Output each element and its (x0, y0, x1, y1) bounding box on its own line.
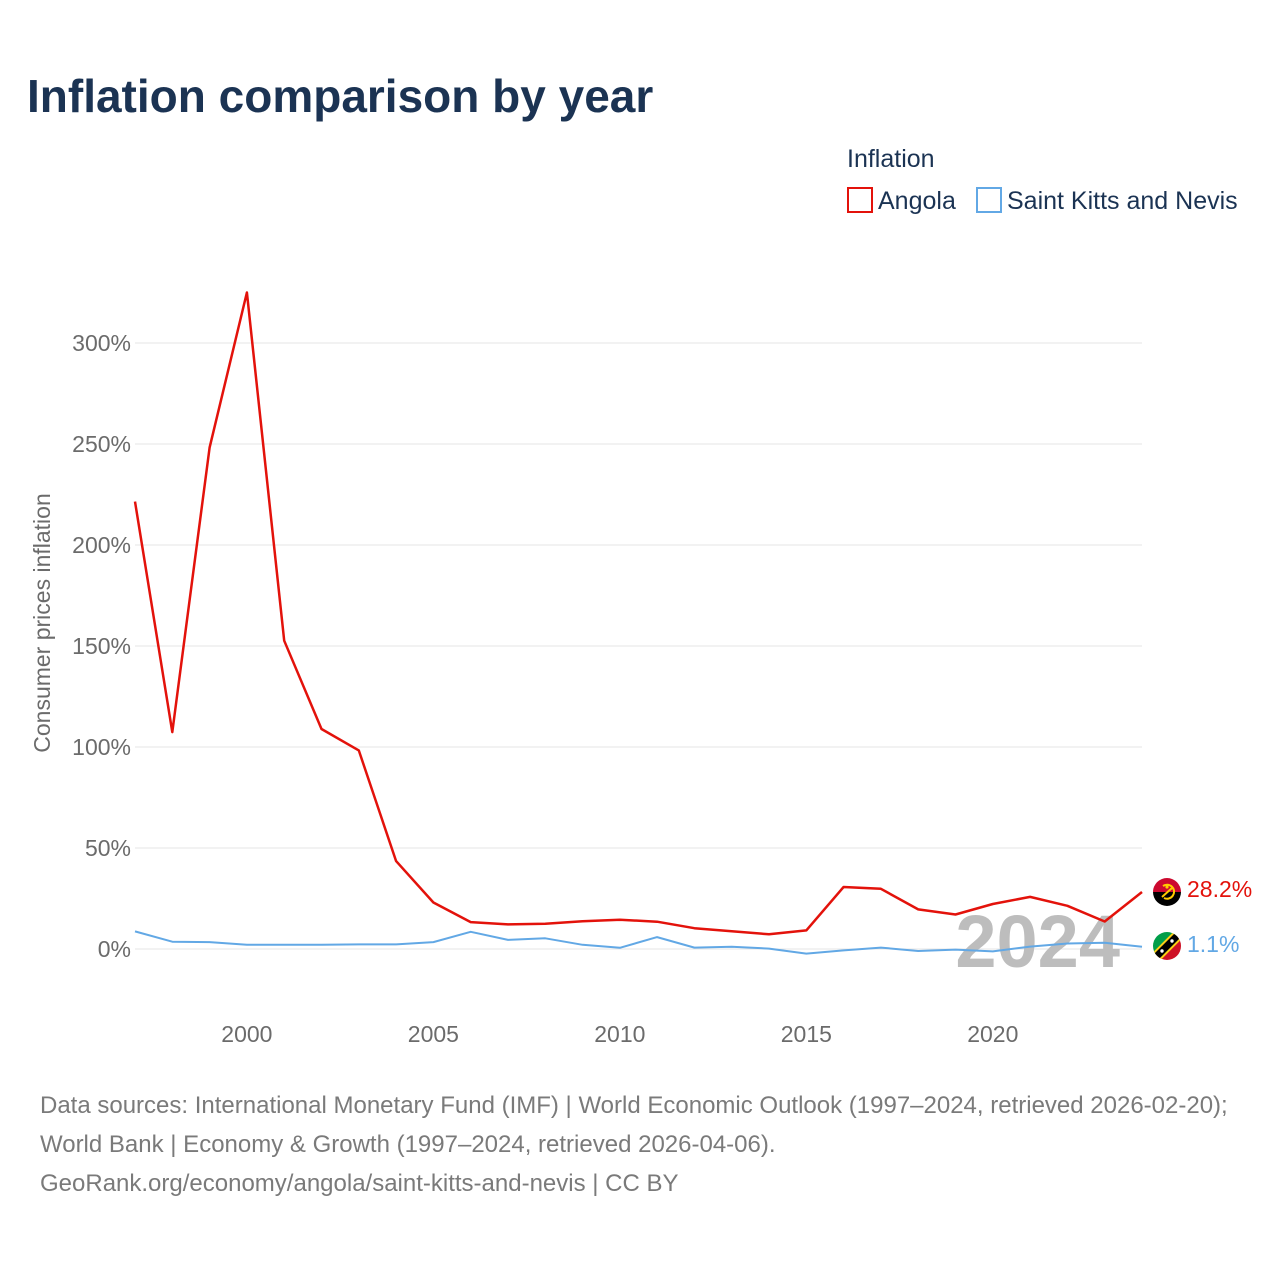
y-tick-label: 150% (72, 633, 131, 659)
x-tick-label: 2000 (221, 1021, 272, 1047)
x-tick-label: 2010 (594, 1021, 645, 1047)
series-lines (133, 291, 1143, 955)
end-label-angola: 28.2% (1187, 876, 1252, 902)
saint-kitts-and-nevis-flag-icon (1153, 932, 1181, 960)
y-tick-label: 100% (72, 734, 131, 760)
series-line-saint-kitts-and-nevis[interactable] (134, 930, 1143, 955)
y-tick-label: 50% (85, 835, 131, 861)
x-axis-ticks: 2000 2005 2010 2015 2020 (221, 1021, 1018, 1047)
y-tick-label: 200% (72, 532, 131, 558)
chart-title: Inflation comparison by year (27, 70, 653, 122)
legend-title: Inflation (847, 145, 935, 173)
angola-flag-icon (1153, 878, 1181, 906)
x-tick-label: 2005 (408, 1021, 459, 1047)
credit-line: GeoRank.org/economy/angola/saint-kitts-a… (40, 1170, 679, 1197)
y-tick-label: 0% (98, 936, 131, 962)
legend-item-saint-kitts-and-nevis[interactable]: Saint Kitts and Nevis (976, 187, 1238, 215)
y-tick-label: 300% (72, 330, 131, 356)
legend-swatch-angola (847, 187, 873, 213)
y-axis-ticks: 0% 50% 100% 150% 200% 250% 300% (72, 330, 131, 962)
end-label-saint-kitts-and-nevis: 1.1% (1187, 931, 1239, 957)
legend-item-angola[interactable]: Angola (847, 187, 956, 215)
legend-swatch-saint-kitts-and-nevis (976, 187, 1002, 213)
y-axis-label: Consumer prices inflation (29, 493, 55, 753)
footer: Data sources: International Monetary Fun… (40, 1086, 1250, 1203)
series-line-angola[interactable] (133, 291, 1143, 936)
data-sources: Data sources: International Monetary Fun… (40, 1092, 1228, 1158)
legend-label-saint-kitts-and-nevis: Saint Kitts and Nevis (1007, 187, 1238, 215)
legend-label-angola: Angola (878, 187, 956, 215)
chart: Inflation comparison by year Inflation A… (27, 70, 1252, 1047)
x-tick-label: 2015 (781, 1021, 832, 1047)
legend: Inflation Angola Saint Kitts and Nevis (847, 145, 1238, 215)
y-tick-label: 250% (72, 431, 131, 457)
x-tick-label: 2020 (967, 1021, 1018, 1047)
year-watermark: 2024 (955, 900, 1120, 983)
gridlines (135, 342, 1142, 950)
